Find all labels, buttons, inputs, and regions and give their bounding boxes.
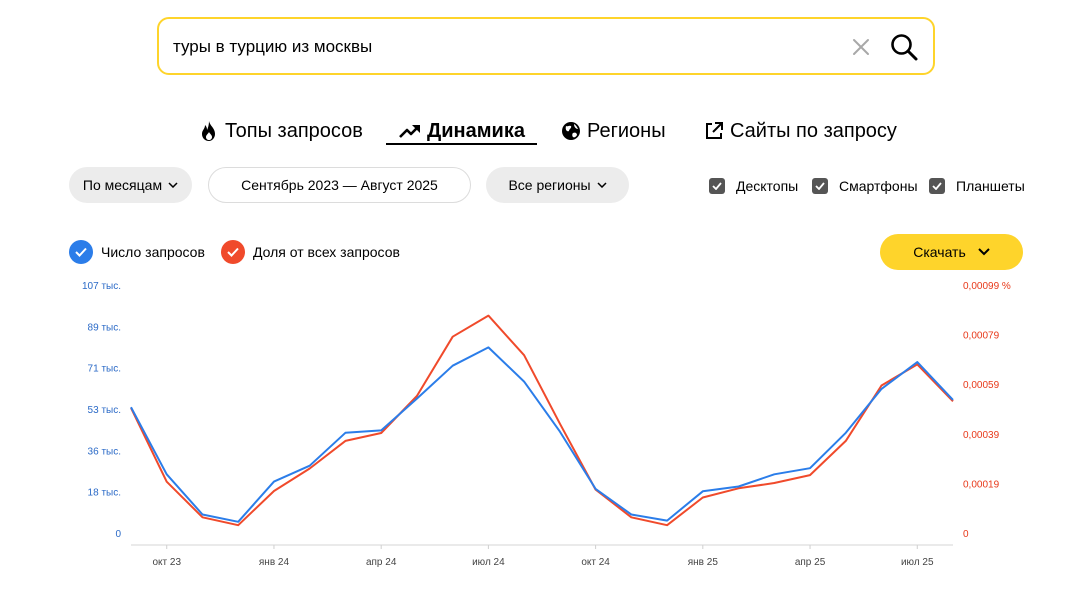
chevron-down-icon <box>597 182 607 188</box>
tab-label: Регионы <box>587 119 666 142</box>
date-range-picker[interactable]: Сентябрь 2023 — Август 2025 <box>208 167 471 203</box>
tab-label: Топы запросов <box>225 119 363 142</box>
legend-label: Доля от всех запросов <box>253 243 400 260</box>
search-icon[interactable] <box>889 32 919 62</box>
y-left-tick-label: 107 тыс. <box>82 281 121 292</box>
tab-top-queries[interactable]: Топы запросов <box>199 118 363 144</box>
tab-regions[interactable]: Регионы <box>561 118 666 144</box>
clear-icon[interactable] <box>849 35 873 59</box>
y-right-tick-label: 0,00019 <box>963 479 1000 490</box>
x-tick-label: апр 24 <box>366 557 397 568</box>
x-tick-label: окт 24 <box>581 557 610 568</box>
download-label: Скачать <box>913 244 966 260</box>
y-left-tick-label: 18 тыс. <box>88 488 121 499</box>
y-left-tick-label: 53 тыс. <box>88 405 121 416</box>
search-box[interactable]: туры в турцию из москвы <box>157 17 935 75</box>
tab-sites[interactable]: Сайты по запросу <box>704 118 897 144</box>
active-tab-indicator <box>386 143 537 145</box>
checkbox-desktop[interactable]: Десктопы <box>709 177 798 195</box>
checkbox-label: Десктопы <box>736 178 799 194</box>
region-dropdown[interactable]: Все регионы <box>486 167 629 203</box>
y-left-tick-label: 71 тыс. <box>88 364 121 375</box>
tab-label: Сайты по запросу <box>730 119 897 142</box>
y-right-tick-label: 0,00079 <box>963 331 1000 342</box>
x-tick-label: окт 23 <box>152 557 181 568</box>
chevron-down-icon <box>978 248 990 256</box>
tab-dynamics[interactable]: Динамика <box>399 118 525 144</box>
series-line-share <box>130 314 954 527</box>
legend-toggle-share[interactable]: Доля от всех запросов <box>221 239 400 264</box>
x-tick-label: июл 25 <box>901 557 934 568</box>
globe-icon <box>562 122 580 140</box>
download-button[interactable]: Скачать <box>880 234 1023 270</box>
checkbox-smartphones[interactable]: Смартфоны <box>812 177 918 195</box>
date-range-label: Сентябрь 2023 — Август 2025 <box>241 177 438 193</box>
check-icon <box>221 239 245 264</box>
checkbox-tablets[interactable]: Планшеты <box>929 177 1025 195</box>
chevron-down-icon <box>168 182 178 188</box>
y-right-tick-label: 0 <box>963 529 969 540</box>
period-label: По месяцам <box>82 177 163 193</box>
checkbox-label: Планшеты <box>956 178 1025 194</box>
checkbox-label: Смартфоны <box>839 178 918 194</box>
check-icon <box>69 239 93 264</box>
y-left-tick-label: 36 тыс. <box>88 446 121 457</box>
search-input[interactable]: туры в турцию из москвы <box>173 37 373 56</box>
fire-icon <box>202 121 215 141</box>
y-left-tick-label: 89 тыс. <box>88 322 121 333</box>
y-left-tick-label: 0 <box>115 529 121 540</box>
external-link-icon <box>706 122 723 139</box>
tabs-bar: Топы запросов Динамика Регионы Сайты по … <box>0 112 1080 148</box>
trend-icon <box>399 125 420 138</box>
checkbox-checked-icon <box>812 178 828 194</box>
legend-label: Число запросов <box>101 243 205 260</box>
x-tick-label: янв 24 <box>259 557 290 568</box>
series-line-queries <box>130 346 954 523</box>
checkbox-checked-icon <box>709 178 725 194</box>
period-dropdown[interactable]: По месяцам <box>69 167 192 203</box>
legend-toggle-queries[interactable]: Число запросов <box>69 239 205 264</box>
x-tick-label: янв 25 <box>688 557 719 568</box>
x-tick-label: июл 24 <box>472 557 505 568</box>
region-label: Все регионы <box>508 177 591 193</box>
y-right-tick-label: 0,00039 <box>963 430 1000 441</box>
y-right-tick-label: 0,00059 <box>963 380 1000 391</box>
y-right-tick-label: 0,00099 % <box>963 281 1011 292</box>
tab-label: Динамика <box>427 119 525 142</box>
x-tick-label: апр 25 <box>795 557 826 568</box>
checkbox-checked-icon <box>929 178 945 194</box>
